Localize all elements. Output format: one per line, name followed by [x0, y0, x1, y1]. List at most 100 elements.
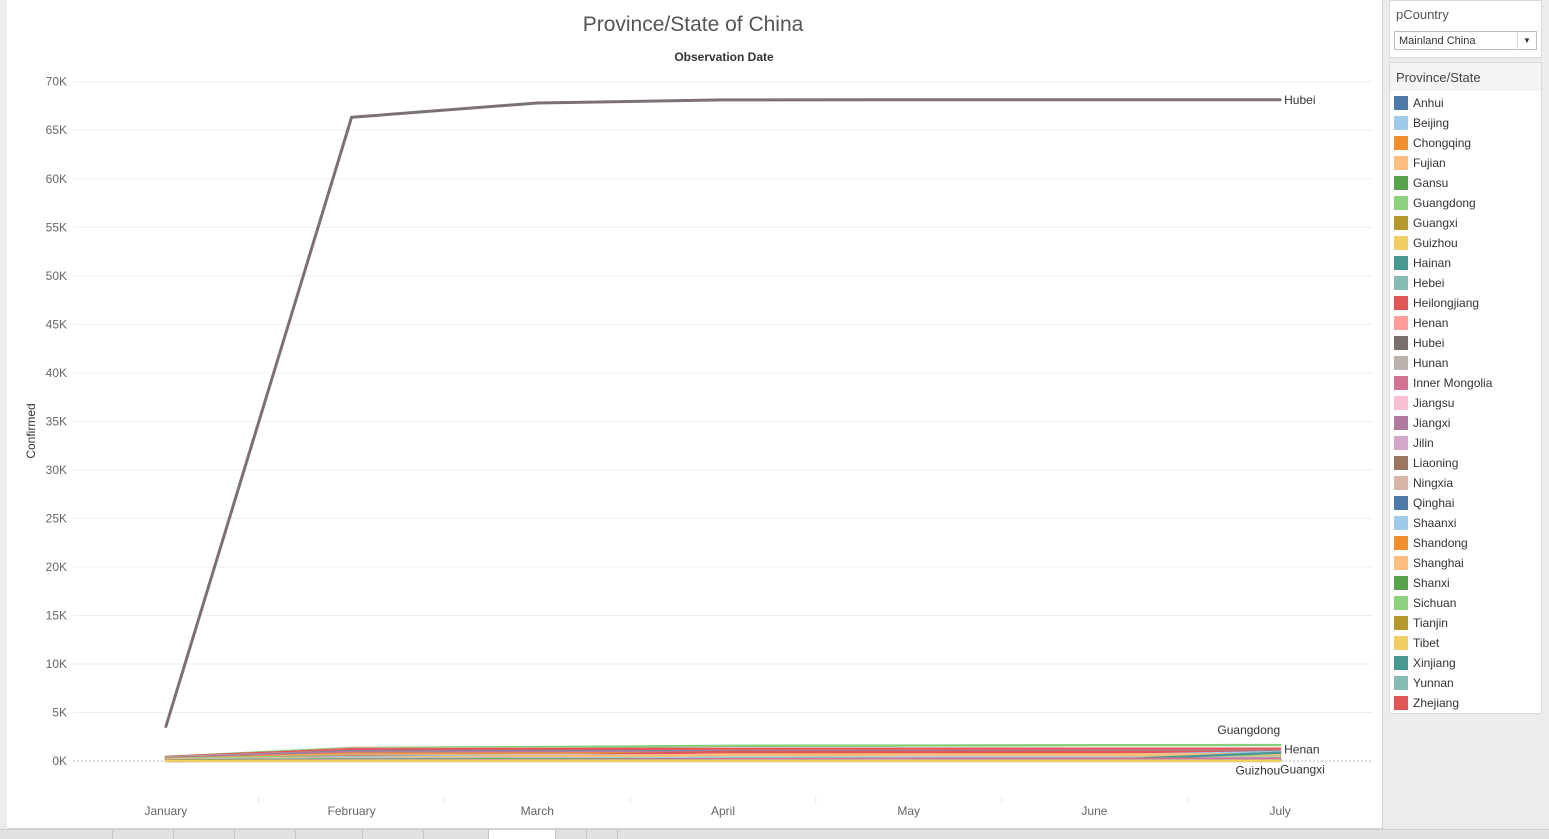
legend-item[interactable]: Xinjiang — [1392, 653, 1541, 673]
data-point[interactable] — [908, 754, 910, 756]
chart-title: Province/State of China — [583, 13, 804, 36]
legend-item[interactable]: Zhejiang — [1392, 693, 1541, 713]
legend-label: Jilin — [1413, 436, 1434, 450]
data-point[interactable] — [351, 749, 353, 751]
legend-item[interactable]: Jiangxi — [1392, 413, 1541, 433]
data-point[interactable] — [1094, 754, 1096, 756]
legend-item[interactable]: Gansu — [1392, 173, 1541, 193]
legend-label: Jiangxi — [1413, 416, 1450, 430]
x-tick-label: June — [1081, 804, 1107, 818]
data-point[interactable] — [908, 760, 910, 762]
y-tick-label: 55K — [46, 220, 67, 234]
legend-item[interactable]: Hebei — [1392, 273, 1541, 293]
legend-item[interactable]: Shandong — [1392, 533, 1541, 553]
legend-item[interactable]: Liaoning — [1392, 453, 1541, 473]
legend-item[interactable]: Hunan — [1392, 353, 1541, 373]
data-point[interactable] — [536, 102, 538, 104]
x-tick-label: February — [328, 804, 376, 818]
legend-item[interactable]: Hubei — [1392, 333, 1541, 353]
legend-item[interactable]: Jilin — [1392, 433, 1541, 453]
legend-label: Yunnan — [1413, 676, 1454, 690]
legend-item[interactable]: Shaanxi — [1392, 513, 1541, 533]
legend-item[interactable]: Yunnan — [1392, 673, 1541, 693]
legend-label: Anhui — [1413, 96, 1444, 110]
legend-swatch — [1394, 536, 1408, 550]
y-tick-label: 60K — [46, 172, 67, 186]
legend-label: Heilongjiang — [1413, 296, 1479, 310]
data-point[interactable] — [351, 760, 353, 762]
data-point[interactable] — [165, 760, 167, 762]
data-point[interactable] — [1094, 751, 1096, 753]
data-point[interactable] — [1094, 744, 1096, 746]
y-tick-label: 30K — [46, 463, 67, 477]
data-point[interactable] — [722, 745, 724, 747]
x-tick-label: July — [1269, 804, 1290, 818]
legend-swatch — [1394, 296, 1408, 310]
data-point[interactable] — [722, 748, 724, 750]
legend-item[interactable]: Shanghai — [1392, 553, 1541, 573]
legend-item[interactable]: Jiangsu — [1392, 393, 1541, 413]
data-point[interactable] — [908, 99, 910, 101]
legend-item[interactable]: Sichuan — [1392, 593, 1541, 613]
data-point[interactable] — [908, 745, 910, 747]
legend-swatch — [1394, 396, 1408, 410]
legend-item[interactable]: Guizhou — [1392, 233, 1541, 253]
data-point[interactable] — [536, 748, 538, 750]
data-point[interactable] — [165, 726, 167, 728]
legend-swatch — [1394, 116, 1408, 130]
legend-item[interactable]: Henan — [1392, 313, 1541, 333]
chevron-down-icon[interactable]: ▼ — [1517, 32, 1536, 49]
legend-swatch — [1394, 356, 1408, 370]
legend-label: Zhejiang — [1413, 696, 1459, 710]
legend-swatch — [1394, 696, 1408, 710]
legend-item[interactable]: Guangxi — [1392, 213, 1541, 233]
legend-label: Shaanxi — [1413, 516, 1456, 530]
data-point[interactable] — [722, 99, 724, 101]
legend-item[interactable]: Ningxia — [1392, 473, 1541, 493]
data-point[interactable] — [908, 748, 910, 750]
country-dropdown[interactable]: Mainland China ▼ — [1394, 31, 1537, 50]
legend-swatch — [1394, 476, 1408, 490]
legend-item[interactable]: Chongqing — [1392, 133, 1541, 153]
data-point[interactable] — [1279, 748, 1281, 750]
data-point[interactable] — [351, 116, 353, 118]
legend-swatch — [1394, 576, 1408, 590]
data-point[interactable] — [1279, 99, 1281, 101]
data-point[interactable] — [536, 760, 538, 762]
legend-item[interactable]: Qinghai — [1392, 493, 1541, 513]
legend-swatch — [1394, 676, 1408, 690]
data-point[interactable] — [1279, 752, 1281, 754]
data-point[interactable] — [1094, 99, 1096, 101]
legend-item[interactable]: Hainan — [1392, 253, 1541, 273]
data-point[interactable] — [1094, 748, 1096, 750]
legend-swatch — [1394, 196, 1408, 210]
data-point[interactable] — [1094, 760, 1096, 762]
legend-label: Hunan — [1413, 356, 1448, 370]
data-point[interactable] — [722, 760, 724, 762]
legend-item[interactable]: Beijing — [1392, 113, 1541, 133]
data-point[interactable] — [722, 751, 724, 753]
data-point[interactable] — [908, 751, 910, 753]
legend-item[interactable]: Shanxi — [1392, 573, 1541, 593]
legend-item[interactable]: Anhui — [1392, 93, 1541, 113]
x-tick-label: April — [711, 804, 735, 818]
y-tick-label: 70K — [46, 75, 67, 89]
legend-item[interactable]: Guangdong — [1392, 193, 1541, 213]
y-axis-ticks: 70K65K60K55K50K45K40K35K30K25K20K15K10K5… — [46, 75, 67, 768]
legend-label: Chongqing — [1413, 136, 1471, 150]
legend-swatch — [1394, 136, 1408, 150]
legend-label: Guangdong — [1413, 196, 1476, 210]
legend-swatch — [1394, 516, 1408, 530]
series-line-hubei[interactable] — [166, 100, 1280, 727]
legend-item[interactable]: Tianjin — [1392, 613, 1541, 633]
legend-item[interactable]: Heilongjiang — [1392, 293, 1541, 313]
legend-label: Fujian — [1413, 156, 1446, 170]
data-point[interactable] — [722, 754, 724, 756]
legend-item[interactable]: Tibet — [1392, 633, 1541, 653]
legend-swatch — [1394, 436, 1408, 450]
legend-item[interactable]: Fujian — [1392, 153, 1541, 173]
legend-swatch — [1394, 336, 1408, 350]
legend-item[interactable]: Inner Mongolia — [1392, 373, 1541, 393]
legend-label: Gansu — [1413, 176, 1448, 190]
data-point[interactable] — [1279, 744, 1281, 746]
